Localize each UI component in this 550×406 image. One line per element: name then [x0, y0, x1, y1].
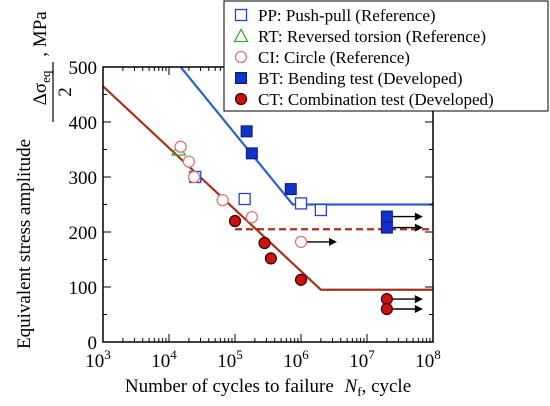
red-fit: [102, 85, 433, 291]
runout-arrow-head: [414, 223, 423, 232]
y-axis-label-denominator: 2: [55, 87, 76, 97]
data-points: [171, 125, 393, 316]
data-point-circle-open: [182, 155, 196, 168]
data-point-square-open: [238, 192, 251, 206]
data-point-circle-filled: [228, 214, 242, 228]
x-tick-label: 106: [283, 347, 309, 372]
legend-entry: BT: Bending test (Developed): [258, 69, 463, 88]
legend: PP: Push-pull (Reference) RT: Reversed to…: [223, 0, 549, 112]
y-axis-label-unit: , MPa: [30, 11, 51, 57]
legend-entry: CT: Combination test (Developed): [258, 90, 494, 109]
x-axis-label: Number of cycles to failure Nf, cycle: [125, 376, 411, 399]
data-point-square-filled: [245, 147, 258, 160]
data-point-circle-filled: [380, 302, 393, 316]
x-tick-label: 104: [151, 347, 177, 372]
y-axis-label-text: Equivalent stress amplitude: [14, 139, 35, 349]
y-tick-label: 100: [69, 278, 98, 299]
data-point-square-filled: [380, 221, 393, 234]
data-point-circle-open: [174, 140, 187, 153]
blue-fit: [179, 66, 433, 206]
data-point-circle-open: [187, 170, 201, 184]
data-point-circle-open: [294, 235, 308, 249]
data-point-circle-filled: [258, 236, 271, 250]
data-point-circle-open: [245, 210, 258, 224]
data-point-circle-filled: [264, 252, 278, 265]
y-tick-label: 500: [69, 58, 98, 79]
x-tick-label: 107: [349, 347, 375, 372]
y-tick-label: 400: [69, 113, 98, 134]
x-tick-label: 103: [85, 347, 111, 372]
y-axis-label: Equivalent stress amplitude Δσeq 2 , MPa: [14, 11, 76, 349]
runout-arrow-head: [414, 212, 423, 221]
y-tick-label: 300: [69, 168, 98, 189]
legend-entry: PP: Push-pull (Reference): [258, 6, 436, 25]
legend-entry: CI: Circle (Reference): [258, 48, 410, 67]
y-axis-label-symbol: Δσeq: [30, 70, 53, 105]
runout-arrow-head: [329, 237, 337, 246]
legend-box: [223, 0, 549, 112]
data-point-circle-open: [216, 193, 229, 207]
x-tick-label: 108: [415, 347, 441, 372]
y-tick-label: 0: [88, 333, 98, 354]
legend-marker: [234, 92, 248, 106]
data-point-circle-filled: [294, 273, 308, 286]
x-tick-labels: 103 104 105 106 107 108: [85, 347, 441, 372]
runout-arrows: [306, 212, 423, 313]
x-tick-label: 105: [217, 347, 243, 372]
runout-arrow-head: [414, 305, 423, 313]
fit-lines: [102, 66, 433, 291]
legend-marker: [234, 50, 248, 64]
y-tick-labels: 0 100 200 300 400 500: [69, 58, 98, 354]
legend-marker: [234, 8, 248, 22]
runout-arrow-head: [414, 295, 423, 304]
data-point-square-open: [294, 197, 308, 210]
legend-marker: [233, 28, 249, 43]
y-tick-label: 200: [69, 223, 98, 244]
legend-marker: [235, 72, 247, 84]
data-point-square-filled: [380, 210, 393, 223]
legend-entry: RT: Reversed torsion (Reference): [258, 27, 486, 46]
data-point-square-filled: [284, 183, 297, 196]
data-point-square-open: [314, 203, 328, 217]
data-point-square-filled: [240, 125, 253, 138]
